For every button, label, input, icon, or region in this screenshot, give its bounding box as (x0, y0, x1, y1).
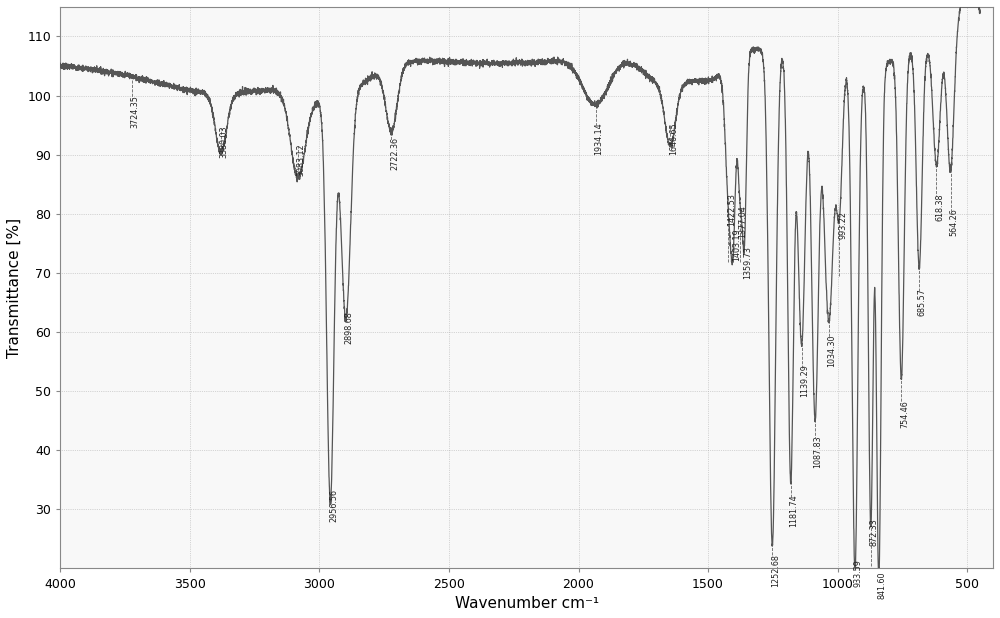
Text: 564.26: 564.26 (949, 208, 958, 235)
Text: 1403.19: 1403.19 (732, 229, 741, 261)
Text: 1139.29: 1139.29 (800, 365, 809, 397)
Text: 872.33: 872.33 (869, 519, 878, 546)
Text: 1087.83: 1087.83 (814, 436, 823, 468)
Text: 2898.68: 2898.68 (344, 311, 353, 344)
Text: 2722.36: 2722.36 (390, 137, 399, 170)
Text: 1252.68: 1252.68 (771, 554, 780, 586)
Text: 1422.53: 1422.53 (727, 193, 736, 226)
Text: 3724.35: 3724.35 (131, 96, 140, 129)
X-axis label: Wavenumber cm⁻¹: Wavenumber cm⁻¹ (455, 596, 599, 611)
Text: 1377.04: 1377.04 (739, 205, 748, 238)
Text: 1359.73: 1359.73 (743, 247, 752, 279)
Text: 1034.30: 1034.30 (827, 335, 836, 368)
Text: 618.38: 618.38 (935, 193, 944, 221)
Text: 685.57: 685.57 (918, 288, 927, 316)
Text: 841.60: 841.60 (877, 572, 886, 599)
Text: 1181.74: 1181.74 (789, 494, 798, 527)
Text: 1934.14: 1934.14 (594, 122, 603, 155)
Text: 3380.03: 3380.03 (220, 125, 229, 158)
Text: 2956.56: 2956.56 (329, 489, 338, 522)
Text: 754.46: 754.46 (900, 400, 909, 428)
Text: 933.59: 933.59 (854, 560, 863, 588)
Text: 3083.12: 3083.12 (297, 143, 306, 176)
Text: 1646.65: 1646.65 (669, 122, 678, 155)
Text: 993.22: 993.22 (838, 211, 847, 239)
Y-axis label: Transmittance [%]: Transmittance [%] (7, 218, 22, 358)
